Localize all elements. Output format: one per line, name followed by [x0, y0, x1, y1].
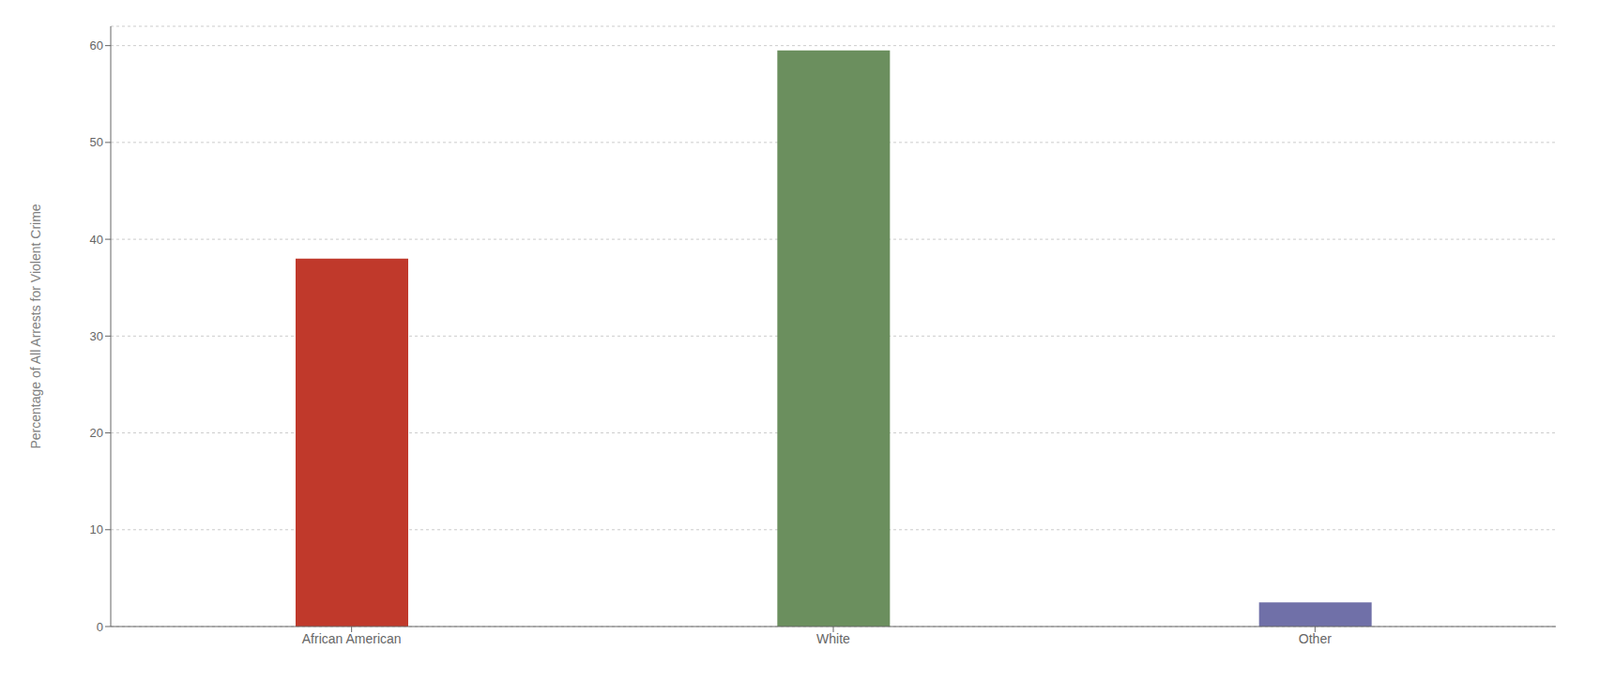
svg-text:60: 60: [90, 38, 104, 53]
svg-text:Percentage of All Arrests for: Percentage of All Arrests for Violent Cr…: [28, 203, 44, 449]
svg-text:10: 10: [90, 522, 104, 537]
svg-text:0: 0: [96, 620, 104, 635]
svg-text:30: 30: [90, 329, 104, 344]
svg-text:Other: Other: [1298, 631, 1332, 647]
svg-text:African American: African American: [302, 631, 402, 647]
svg-text:40: 40: [90, 232, 104, 247]
svg-text:20: 20: [90, 426, 104, 441]
svg-text:White: White: [816, 631, 851, 647]
svg-text:50: 50: [90, 135, 104, 150]
